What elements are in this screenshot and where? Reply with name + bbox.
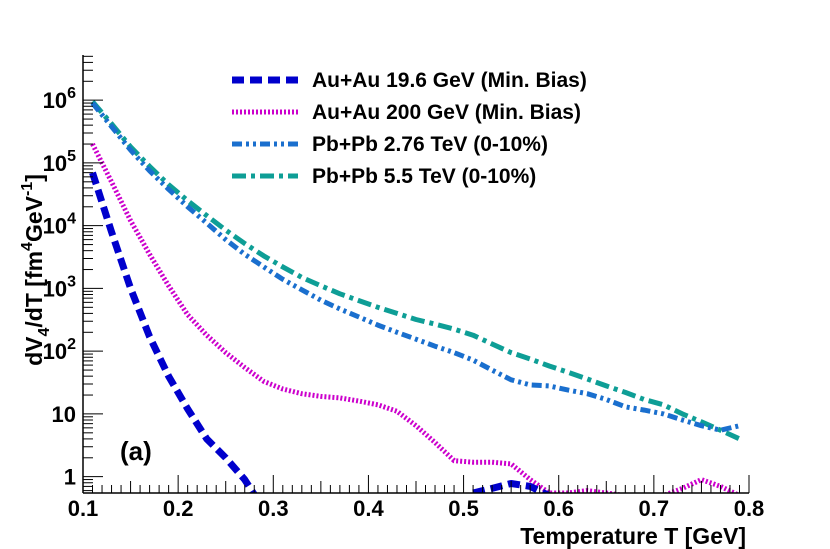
legend-label-0: Au+Au 19.6 GeV (Min. Bias) bbox=[312, 69, 587, 92]
y-tick-label: 102 bbox=[43, 336, 76, 364]
y-tick-label: 1 bbox=[64, 465, 76, 490]
legend-label-2: Pb+Pb 2.76 TeV (0-10%) bbox=[312, 133, 548, 156]
series-line-2-0 bbox=[90, 101, 741, 433]
y-axis-title-sup1: 4 bbox=[19, 242, 36, 251]
x-axis-title: Temperature T [GeV] bbox=[520, 523, 746, 549]
y-axis-title-mid: /dT [fm bbox=[21, 251, 47, 328]
y-axis-title-mid2: GeV bbox=[21, 195, 47, 242]
x-tick-label: 0.6 bbox=[543, 496, 574, 521]
x-tick-label: 0.8 bbox=[734, 496, 765, 521]
y-axis-title-sub: 4 bbox=[36, 328, 53, 337]
annotation-label: (a) bbox=[120, 436, 152, 466]
y-axis-title-base: dV bbox=[21, 336, 47, 366]
y-tick-label: 106 bbox=[43, 85, 76, 113]
x-tick-label: 0.7 bbox=[639, 496, 670, 521]
series-line-3-0 bbox=[90, 99, 741, 442]
x-tick-label: 0.1 bbox=[68, 496, 99, 521]
x-tick-label: 0.5 bbox=[448, 496, 479, 521]
y-tick-label: 103 bbox=[43, 273, 76, 301]
series-line-0-0 bbox=[89, 171, 258, 493]
tick-labels: 0.1 0.2 0.3 0.4 0.5 0.6 0.7 0.8 1 10 102 103 104 105 1… bbox=[43, 85, 765, 521]
y-tick-label: 10 bbox=[52, 402, 76, 427]
y-tick-label: 104 bbox=[43, 211, 76, 239]
ticks bbox=[82, 55, 750, 493]
x-tick-label: 0.2 bbox=[163, 496, 194, 521]
legend-label-3: Pb+Pb 5.5 TeV (0-10%) bbox=[312, 165, 536, 188]
y-tick-label: 105 bbox=[43, 148, 76, 176]
legend-label-1: Au+Au 200 GeV (Min. Bias) bbox=[312, 101, 581, 124]
y-axis-title: dV4/dT [fm4GeV-1] bbox=[19, 174, 53, 366]
y-axis-title-sup2: -1 bbox=[19, 182, 36, 196]
x-tick-label: 0.3 bbox=[258, 496, 289, 521]
legend: Au+Au 19.6 GeV (Min. Bias) Au+Au 200 GeV … bbox=[232, 69, 587, 188]
y-axis-title-end: ] bbox=[21, 174, 47, 182]
x-tick-label: 0.4 bbox=[353, 496, 384, 521]
